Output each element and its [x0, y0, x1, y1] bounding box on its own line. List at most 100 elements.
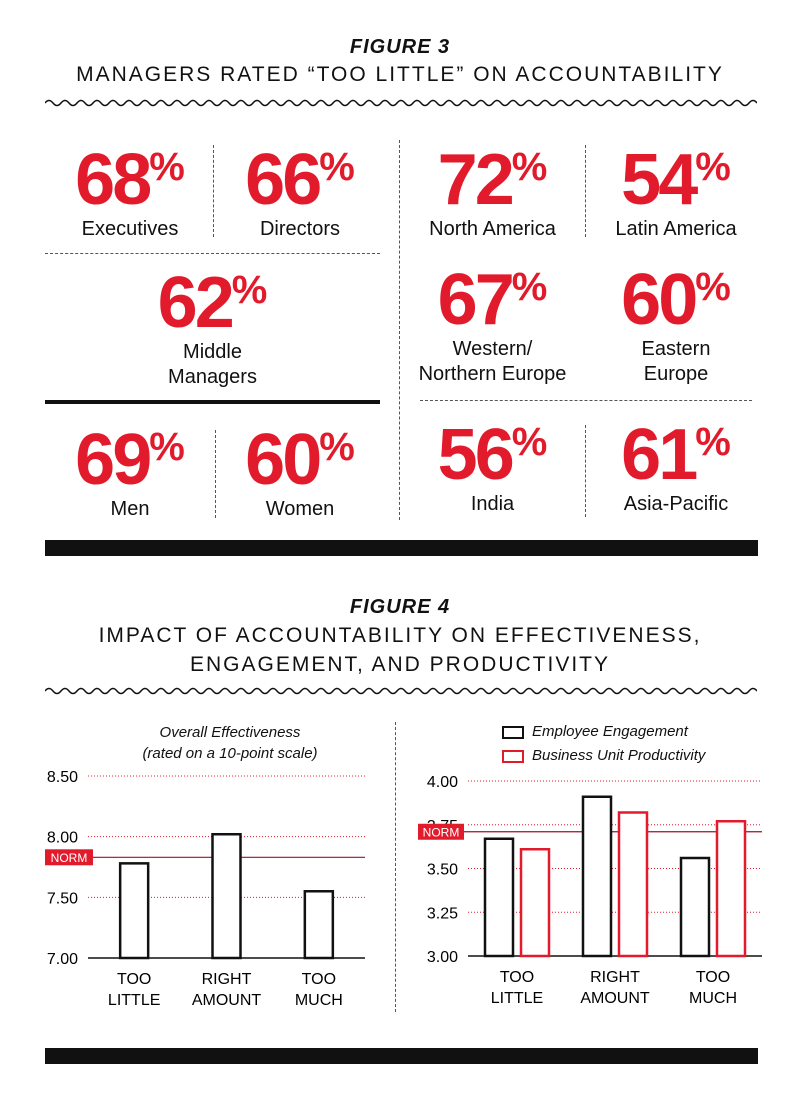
y-tick-label: 3.50 [427, 862, 458, 879]
percent-sign: % [231, 268, 268, 312]
stat-label: Women [265, 498, 335, 520]
x-tick-label: MUCH [689, 990, 737, 1007]
stat-label: Latin America [615, 218, 737, 240]
stat-value: 61 [621, 415, 698, 495]
bar [118, 862, 150, 960]
stat-value: 60 [621, 260, 698, 340]
stat-label: Asia-Pacific [623, 493, 729, 515]
legend-swatch [502, 725, 524, 739]
stat-north-america: 72% North America [400, 140, 585, 242]
x-tick-label: LITTLE [491, 990, 543, 1007]
stat-asia-pacific: 61% Asia-Pacific [585, 415, 767, 517]
stat-label: North America [429, 218, 556, 240]
section-bar [45, 1048, 758, 1064]
stat-value: 56 [437, 415, 515, 495]
engagement-productivity-chart: 3.003.253.503.754.00NORMTOOLITTLERIGHTAM… [418, 774, 762, 1007]
bar [483, 837, 515, 958]
bar [303, 890, 335, 960]
y-tick-label: 3.25 [427, 905, 458, 922]
bar [679, 856, 711, 958]
stat-label: Directors [259, 218, 340, 240]
x-tick-label: TOO [117, 971, 151, 988]
stat-latin-america: 54% Latin America [585, 140, 767, 242]
stat-label: Managers [168, 366, 257, 388]
panel-divider [395, 722, 396, 1012]
x-tick-label: TOO [696, 969, 730, 986]
stat-executives: 68% Executives [45, 140, 215, 242]
percent-sign: % [149, 425, 185, 469]
bar [211, 832, 242, 960]
x-tick-label: RIGHT [590, 969, 640, 986]
divider [215, 430, 216, 518]
figure-4-number: FIGURE 4 [349, 596, 451, 618]
stat-india: 56% India [400, 415, 585, 517]
y-tick-label: 8.00 [47, 830, 78, 847]
stat-value: 54 [621, 140, 698, 220]
percent-sign: % [695, 145, 731, 189]
norm-label-bg [45, 849, 93, 866]
percent-sign: % [511, 145, 548, 189]
percent-sign: % [149, 145, 185, 189]
norm-label: NORM [423, 825, 460, 839]
percent-sign: % [511, 265, 548, 309]
percent-sign: % [695, 265, 731, 309]
section-divider [45, 400, 380, 404]
norm-label: NORM [51, 851, 88, 865]
chart-title-text: Overall Effectiveness [159, 724, 301, 741]
divider [420, 400, 752, 401]
legend-label: Employee Engagement [532, 723, 688, 740]
x-tick-label: LITTLE [108, 992, 160, 1009]
percent-sign: % [511, 420, 548, 464]
divider [45, 253, 380, 254]
y-tick-label: 7.50 [47, 890, 78, 907]
stat-middle-managers: 62% Middle Managers [45, 267, 380, 390]
stat-value: 72 [437, 140, 515, 220]
stat-women: 60% Women [215, 420, 385, 522]
stat-directors: 66% Directors [215, 140, 385, 242]
stat-label: Men [110, 498, 150, 520]
y-tick-label: 8.50 [47, 769, 78, 786]
y-tick-label: 7.00 [47, 951, 78, 968]
x-tick-label: MUCH [295, 992, 343, 1009]
stat-value: 69 [75, 420, 152, 500]
x-tick-label: AMOUNT [580, 990, 650, 1007]
figure-3-number: FIGURE 3 [349, 36, 451, 58]
stat-label: India [470, 493, 515, 515]
figure-3-title: MANAGERS RATED “TOO LITTLE” ON ACCOUNTAB… [76, 63, 724, 86]
stat-label: Northern Europe [418, 363, 567, 385]
bar [617, 811, 649, 958]
x-tick-label: RIGHT [202, 971, 252, 988]
legend-business-unit-productivity: Business Unit Productivity [502, 746, 705, 766]
stat-label: Middle [183, 341, 242, 363]
legend-employee-engagement: Employee Engagement [502, 722, 688, 742]
stat-value: 60 [245, 420, 322, 500]
panel-divider [399, 140, 400, 520]
stat-value: 67 [437, 260, 515, 340]
section-bar [45, 540, 758, 556]
bar [519, 848, 551, 958]
y-tick-label: 3.00 [427, 949, 458, 966]
bar [581, 795, 613, 958]
stat-label: Executives [81, 218, 179, 240]
bar [715, 820, 747, 958]
chart-1-title: Overall Effectiveness (rated on a 10-poi… [90, 722, 370, 764]
stat-value: 68 [75, 140, 152, 220]
stat-label: Western/ [452, 338, 533, 360]
x-tick-label: TOO [302, 971, 336, 988]
percent-sign: % [695, 420, 731, 464]
effectiveness-chart: 7.00 7.50 8.00 8.50 NORM TOO LITTLE RIGHT AMOUNT… [45, 769, 365, 1009]
figure-4-title-line2: ENGAGEMENT, AND PRODUCTIVITY [189, 653, 611, 676]
chart-subtitle-text: (rated on a 10-point scale) [142, 745, 318, 762]
percent-sign: % [319, 425, 355, 469]
x-tick-label: AMOUNT [192, 992, 262, 1009]
legend-label: Business Unit Productivity [532, 747, 706, 764]
norm-label-bg [418, 823, 464, 840]
divider [585, 145, 586, 237]
x-tick-label: TOO [500, 969, 534, 986]
stat-value: 66 [245, 140, 322, 220]
wavy-divider [45, 99, 757, 107]
stat-eastern-europe: 60% Eastern Europe [585, 260, 767, 387]
stat-men: 69% Men [45, 420, 215, 522]
y-tick-label: 4.00 [427, 774, 458, 791]
percent-sign: % [319, 145, 355, 189]
